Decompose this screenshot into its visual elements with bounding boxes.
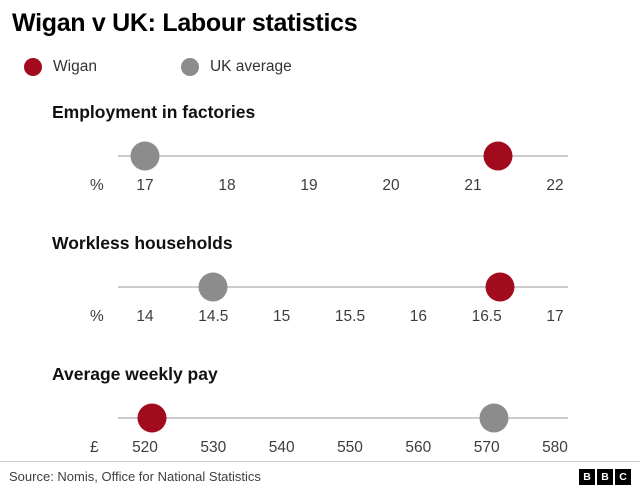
data-dot-wigan: [137, 403, 167, 433]
axis-tick-label: 17: [136, 177, 154, 194]
bbc-logo-block-c: C: [615, 468, 631, 485]
source-text: Source: Nomis, Office for National Stati…: [9, 469, 261, 484]
dot-plot-employment-in-factories: % 17 18 19 20 21 22: [90, 129, 568, 207]
wigan-dot-icon: [24, 58, 42, 76]
axis-tick-label: 16: [409, 308, 427, 325]
dot-plot-average-weekly-pay: £520 530 540 550 560 570 580: [90, 391, 568, 469]
axis-unit-label: %: [90, 308, 104, 325]
legend-label-uk-average: UK average: [209, 58, 292, 75]
axis-line: [118, 286, 568, 288]
legend-label-wigan: Wigan: [53, 58, 97, 75]
axis-tick-label: 17: [546, 308, 564, 325]
chart-title: Workless households: [52, 233, 233, 253]
footer: Source: Nomis, Office for National Stati…: [0, 461, 640, 491]
axis-tick-label: 540: [268, 439, 295, 456]
axis-tick-label: 21: [464, 177, 482, 194]
axis-line: [118, 155, 568, 157]
axis-tick-label: 580: [542, 439, 568, 456]
chart-title: Employment in factories: [52, 102, 256, 122]
axis-tick-label: 550: [337, 439, 363, 456]
bbc-logo-block-b1: B: [579, 468, 595, 485]
axis-tick-label: 520: [132, 439, 158, 456]
uk-average-dot-icon: [180, 58, 199, 76]
dot-plot-workless-households: % 14 14.5 15 15.5 16 16.5 17: [90, 260, 568, 338]
bbc-logo: B B C: [579, 468, 631, 485]
data-dot-uk-average: [130, 141, 160, 171]
axis-tick-label: 14: [136, 308, 154, 325]
axis-tick-label: 22: [546, 177, 564, 194]
legend-item-uk-average: UK average: [180, 58, 292, 76]
bbc-logo-block-b2: B: [597, 468, 613, 485]
data-dot-uk-average: [479, 403, 508, 433]
axis-tick-label: 15.5: [334, 308, 366, 325]
axis-tick-label: 15: [273, 308, 291, 325]
chart-section-workless-households: Workless households % 14 14.5 15 15.5 16 16.5 1…: [0, 233, 640, 338]
legend-item-wigan: Wigan: [24, 58, 97, 76]
axis-tick-label: 530: [200, 439, 227, 456]
chart-title: Average weekly pay: [52, 364, 218, 384]
page-title: Wigan v UK: Labour statistics: [12, 9, 358, 37]
axis-tick-label: 16.5: [471, 308, 502, 325]
chart-section-employment-in-factories: Employment in factories % 17 18 19 20 21 22: [0, 102, 640, 207]
legend: Wigan UK average: [24, 58, 640, 76]
axis-tick-label: 19: [300, 177, 318, 194]
data-dot-wigan: [485, 272, 515, 302]
axis-tick-label: 18: [218, 177, 236, 194]
axis-line: [118, 417, 568, 419]
data-dot-uk-average: [198, 272, 228, 302]
axis-tick-label: 570: [473, 439, 500, 456]
chart-section-average-weekly-pay: Average weekly pay £520 530 540 550 560 570 58…: [0, 364, 640, 469]
axis-tick-label: 20: [382, 177, 400, 194]
data-dot-wigan: [483, 141, 513, 171]
axis-tick-label: 560: [405, 439, 432, 456]
axis-unit-label: %: [90, 177, 104, 194]
axis-tick-label: 14.5: [198, 308, 229, 325]
axis-unit-label: £: [90, 439, 99, 456]
